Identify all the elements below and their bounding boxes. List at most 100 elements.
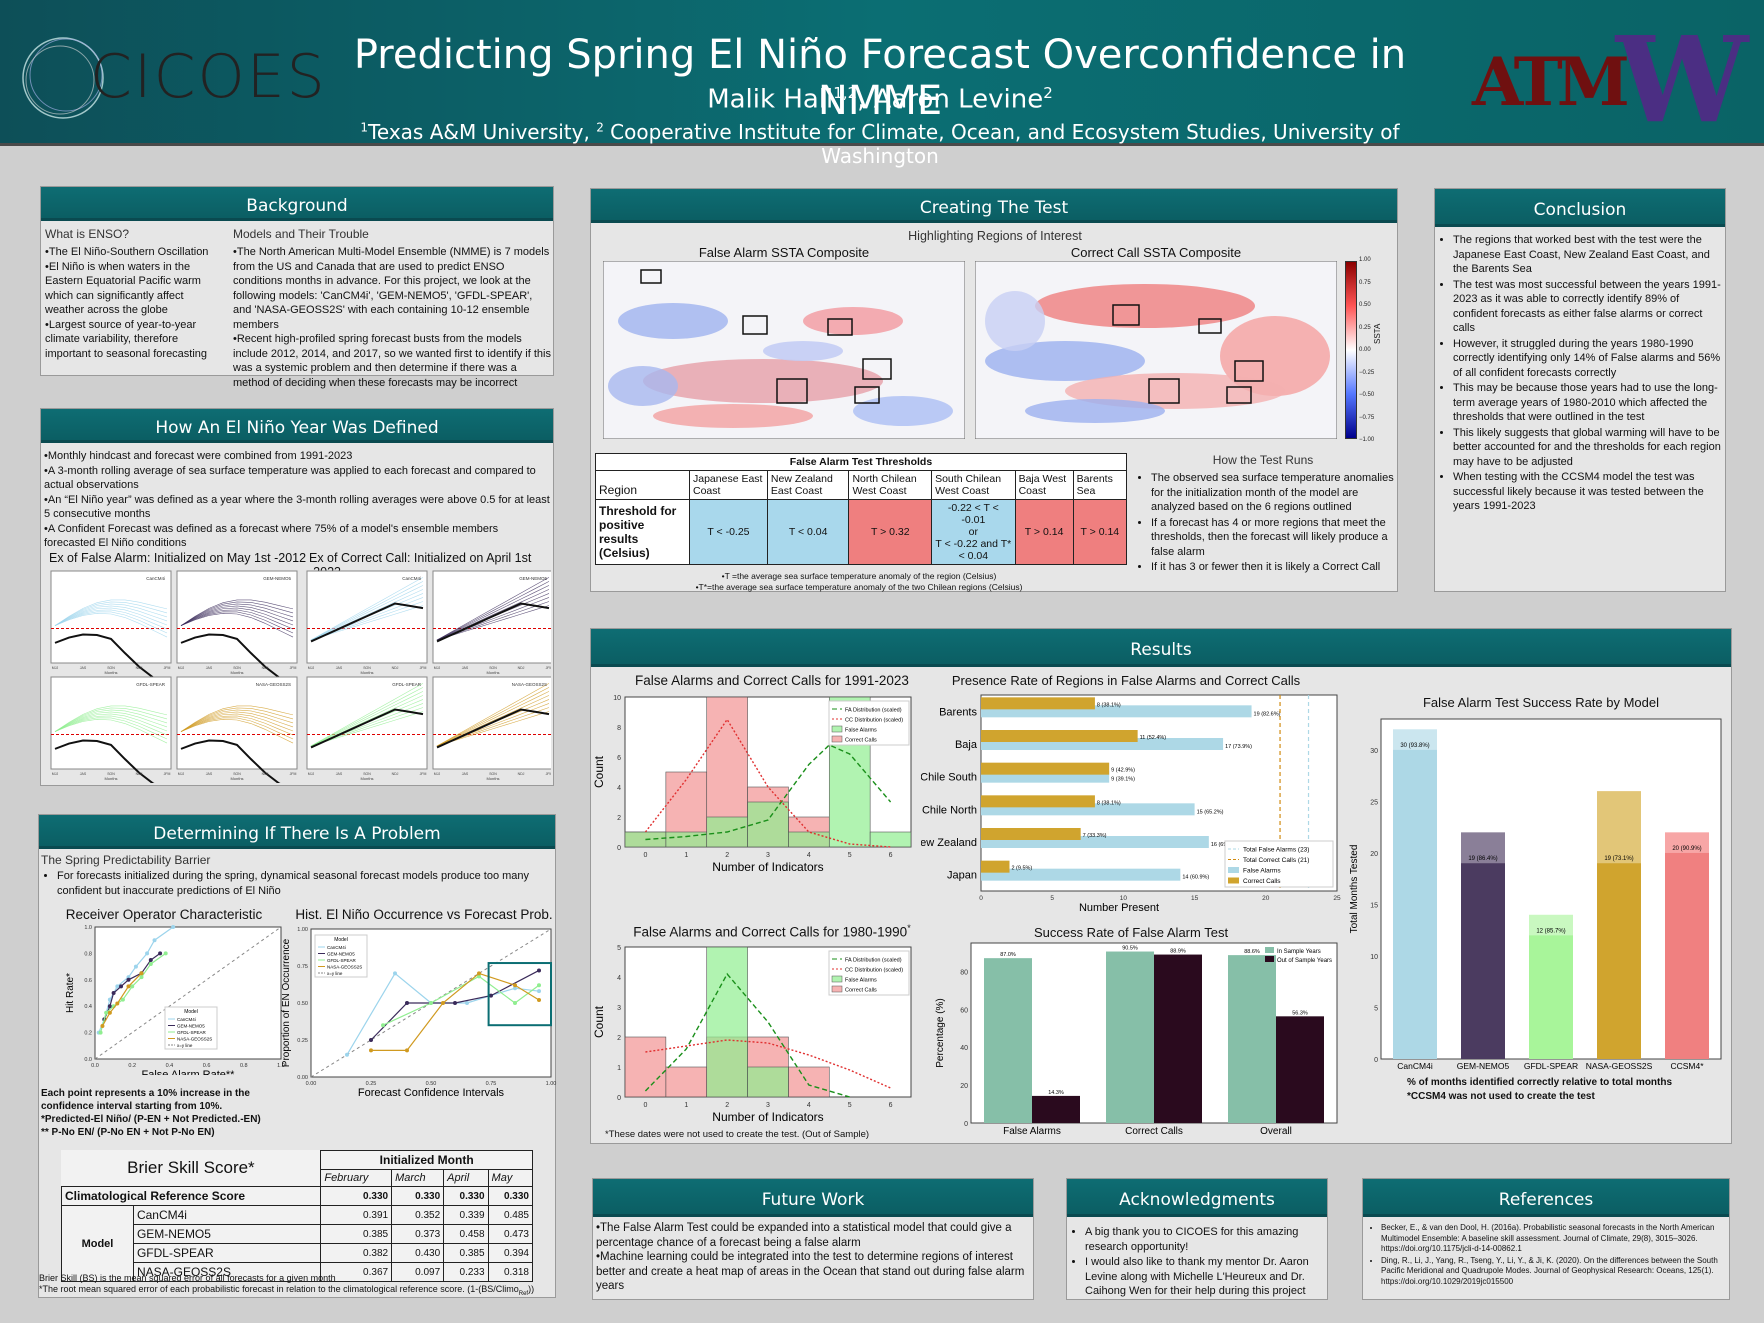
y-axis-label: Proportion of EN Occurrence — [281, 938, 292, 1067]
month-tick-label: JFM — [290, 666, 297, 670]
brier-month: March — [391, 1169, 445, 1187]
hist-bar — [788, 831, 830, 848]
models-list: •The North American Multi-Model Ensemble… — [233, 245, 551, 390]
cbar-tick: −0.25 — [1359, 369, 1375, 376]
observed-line — [436, 708, 550, 749]
ensemble-member-line — [436, 691, 550, 747]
ensemble-member-line — [54, 599, 168, 626]
aff-sup-2: 2 — [596, 120, 604, 135]
highlight-box — [487, 962, 553, 1027]
future-list: •The False Alarm Test could be expanded … — [596, 1221, 1032, 1294]
what-is-enso-heading: What is ENSO? — [45, 227, 130, 241]
legend-label: GFDL-SPEAR — [177, 1030, 207, 1035]
model-point — [148, 961, 153, 966]
defined-item: •An “El Niño year” was defined as a year… — [44, 493, 550, 521]
x-tick-label: 4 — [807, 1102, 811, 1109]
hist-occ-title: Hist. El Niño Occurrence vs Forecast Pro… — [295, 907, 553, 922]
month-tick-label: SON — [489, 772, 497, 776]
threshold-cell: T > 0.14 — [1072, 499, 1128, 565]
model-chart: 30 (93.8%) CanCM4i 19 (86.4%) GEM-NEMO5 12 (… — [1349, 718, 1722, 1071]
ensemble-member-line — [180, 715, 294, 736]
ensemble-member-line — [54, 705, 168, 732]
month-tick-label: MJJ — [308, 772, 315, 776]
what-is-enso-list: •The El Niño-Southern Oscillation •El Ni… — [45, 245, 213, 361]
month-tick-label: JAS — [336, 772, 343, 776]
month-tick-label: NDJ — [518, 666, 525, 670]
brier-table: Brier Skill Score* Initialized Month Feb… — [60, 1150, 534, 1282]
bar-value-label: 19 (86.4%) — [1468, 856, 1497, 862]
ensemble-member-line — [54, 601, 168, 626]
correct-call-bar — [981, 860, 1010, 873]
x-tick-label: 4 — [807, 852, 811, 859]
legend-swatch — [831, 985, 843, 993]
legend-label: FA Distribution (scaled) — [845, 708, 902, 714]
success-bar — [1228, 955, 1276, 1123]
model-point — [115, 1001, 120, 1006]
brier-model-name: GFDL-SPEAR — [132, 1243, 322, 1263]
author2: , Aaron Levine — [857, 84, 1044, 115]
future-panel: Future Work •The False Alarm Test could … — [592, 1178, 1034, 1300]
brier-value: 0.385 — [320, 1224, 393, 1244]
observed-line — [436, 602, 550, 643]
model-legend-label: NASA-GEOSS2S — [512, 682, 547, 687]
model-point — [158, 951, 163, 956]
correct-call-bar — [981, 828, 1081, 840]
distribution-line — [645, 744, 892, 841]
ensemble-member-line — [436, 683, 550, 747]
brier-value: 0.385 — [443, 1243, 489, 1263]
month-tick-label: MJJ — [52, 666, 59, 670]
correct-call-map — [975, 261, 1337, 439]
legend-label: Correct Calls — [845, 738, 877, 744]
ensemble-member-line — [54, 713, 168, 732]
observed-line — [54, 633, 168, 686]
brier-model-name: NASA-GEOSS2S — [132, 1262, 322, 1282]
legend-label: x=y line — [327, 971, 343, 976]
ensemble-member-line — [436, 605, 550, 641]
x-tick-label: GEM-NEMO5 — [1457, 1061, 1510, 1071]
legend-swatch — [1228, 877, 1239, 884]
enso-item: •El Niño is when waters in the Eastern E… — [45, 260, 201, 317]
month-axis-label: Months — [360, 670, 373, 675]
y-tick-label: 15 — [1370, 902, 1378, 909]
model-legend-label: GFDL-SPEAR — [392, 682, 422, 687]
test-subtitle: Highlighting Regions of Interest — [908, 229, 1082, 243]
x-tick-label: 0.25 — [366, 1081, 377, 1087]
month-tick-label: MJJ — [434, 772, 441, 776]
model-point — [465, 1001, 469, 1005]
category-label: Baja — [955, 739, 978, 751]
x-tick-label: 5 — [848, 1102, 852, 1109]
roc-title: Receiver Operator Characteristic — [65, 907, 263, 922]
ensemble-member-line — [310, 605, 424, 641]
month-tick-label: JFM — [420, 666, 427, 670]
legend-label: False Alarms — [845, 978, 877, 984]
month-tick-label: JAS — [462, 666, 469, 670]
results-panel: Results False Alarms and Correct Calls f… — [590, 628, 1732, 1144]
y-axis-label: Percentage (%) — [935, 998, 946, 1067]
model-point — [126, 977, 131, 982]
legend-label: NASA-GEOSS2S — [327, 965, 362, 970]
hist2-chart: 0 1 2 3 4 5 6 0 1 2 3 4 5 Number of Indicators Count FA… — [592, 945, 912, 1124]
y-tick-label: 2 — [617, 815, 621, 822]
x-tick-label: 0 — [643, 852, 647, 859]
category-label: New Zealand — [921, 837, 977, 849]
month-tick-label: MJJ — [308, 666, 315, 670]
ensemble-member-line — [310, 589, 424, 641]
model-point — [405, 1048, 409, 1053]
ensemble-member-line — [436, 585, 550, 641]
ensemble-member-line — [180, 609, 294, 630]
hist-bar — [665, 831, 708, 848]
ensemble-member-line — [54, 718, 168, 744]
model-point — [345, 1052, 349, 1057]
brier-value: 0.394 — [487, 1243, 534, 1263]
hist1-chart: 0 1 2 3 4 5 6 0 2 4 6 8 10 Number of Indicators Count F… — [592, 695, 912, 874]
model-correct-bar — [1461, 863, 1505, 1059]
brier-init-header: Initialized Month — [320, 1150, 533, 1170]
x-tick-label: Correct Calls — [1125, 1126, 1183, 1137]
test-panel: Creating The Test Highlighting Regions o… — [590, 188, 1398, 592]
ref-item: Ding, R., Li, J., Yang, R., Tseng, Y., L… — [1381, 1256, 1727, 1288]
background-panel: Background What is ENSO? •The El Niño-So… — [40, 186, 554, 389]
ensemble-member-line — [180, 612, 294, 638]
brier-ref-value: 0.330 — [320, 1186, 393, 1206]
legend-swatch — [1228, 867, 1239, 873]
uw-logo-text: W — [1615, 10, 1749, 149]
